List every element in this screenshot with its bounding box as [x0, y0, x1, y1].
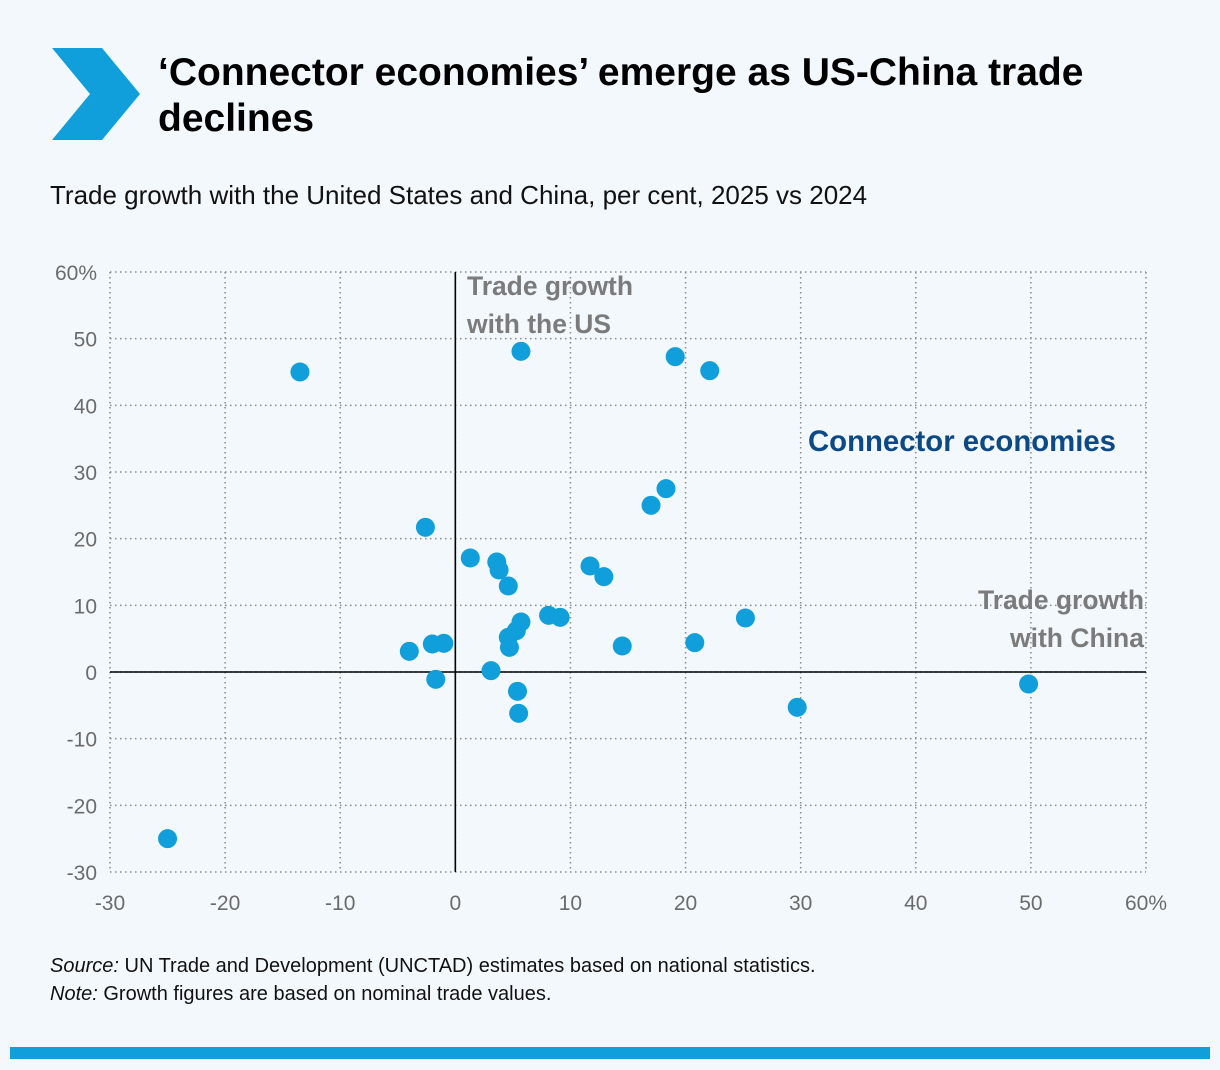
data-point — [685, 633, 705, 653]
note-line: Note: Growth figures are based on nomina… — [50, 980, 1170, 1008]
data-point — [290, 362, 310, 382]
china-axis-annotation: with China — [1009, 623, 1145, 653]
footer: Source: UN Trade and Development (UNCTAD… — [50, 952, 1170, 1008]
data-point — [641, 495, 661, 515]
data-point — [594, 567, 614, 587]
chart-subtitle: Trade growth with the United States and … — [50, 180, 868, 210]
source-text: UN Trade and Development (UNCTAD) estima… — [124, 955, 816, 977]
us-axis-annotation: with the US — [466, 309, 611, 339]
y-tick-label: -30 — [67, 862, 97, 885]
data-point — [399, 641, 419, 661]
data-point — [499, 637, 519, 657]
y-tick-label: 30 — [74, 462, 97, 485]
data-point — [580, 556, 600, 576]
data-point — [489, 560, 509, 580]
y-tick-label: 60% — [55, 262, 97, 285]
data-points — [158, 341, 1039, 849]
y-tick-label: 20 — [74, 529, 97, 552]
chevron-right-icon — [52, 48, 140, 140]
data-point — [700, 361, 720, 381]
data-point — [415, 517, 435, 537]
us-axis-annotation: Trade growth — [467, 271, 633, 301]
note-text: Growth figures are based on nominal trad… — [103, 983, 552, 1005]
data-point — [481, 661, 501, 681]
source-label: Source: — [50, 955, 119, 977]
x-tick-label: -30 — [95, 892, 125, 915]
data-point — [787, 697, 807, 717]
data-point — [612, 636, 632, 656]
zero-axes — [110, 272, 1146, 872]
y-tick-label: -20 — [67, 795, 97, 818]
data-point — [735, 608, 755, 628]
scatter-chart: -30 -20 -10 0 10 20 30 40 50 60% 60% 50 40 30 20 10 0 -10… — [55, 262, 1167, 915]
x-tick-label: 40 — [904, 892, 927, 915]
bottom-accent-bar — [10, 1047, 1210, 1059]
page-title: ‘Connector economies’ emerge as US-China… — [158, 51, 1084, 140]
x-tick-label: 0 — [449, 892, 461, 915]
data-point — [460, 548, 480, 568]
data-point — [498, 576, 518, 596]
connector-economies-label: Connector economies — [808, 425, 1116, 458]
x-tick-label: 20 — [674, 892, 697, 915]
data-point — [656, 479, 676, 499]
grid — [109, 271, 1147, 873]
data-point — [1019, 674, 1039, 694]
data-point — [158, 829, 178, 849]
x-tick-label: 30 — [789, 892, 812, 915]
data-point — [509, 703, 529, 723]
x-tick-label: 10 — [559, 892, 582, 915]
y-tick-label: -10 — [67, 729, 97, 752]
data-point — [511, 341, 531, 361]
data-point — [507, 681, 527, 701]
source-line: Source: UN Trade and Development (UNCTAD… — [50, 952, 1170, 980]
data-point — [426, 669, 446, 689]
x-tick-label: -10 — [325, 892, 355, 915]
x-tick-label: -20 — [210, 892, 240, 915]
annotations: Trade growth with the US Trade growth with … — [466, 271, 1145, 653]
y-tick-label: 0 — [85, 662, 97, 685]
data-point — [511, 612, 531, 632]
y-tick-label: 10 — [74, 595, 97, 618]
y-tick-label: 40 — [74, 395, 97, 418]
x-tick-label: 50 — [1019, 892, 1042, 915]
tick-labels: -30 -20 -10 0 10 20 30 40 50 60% 60% 50 40 30 20 10 0 -10… — [55, 262, 1167, 915]
y-tick-label: 50 — [74, 329, 97, 352]
data-point — [550, 607, 570, 627]
data-point — [434, 633, 454, 653]
data-point — [665, 347, 685, 367]
china-axis-annotation: Trade growth — [978, 585, 1144, 615]
x-tick-label: 60% — [1125, 892, 1167, 915]
note-label: Note: — [50, 983, 98, 1005]
